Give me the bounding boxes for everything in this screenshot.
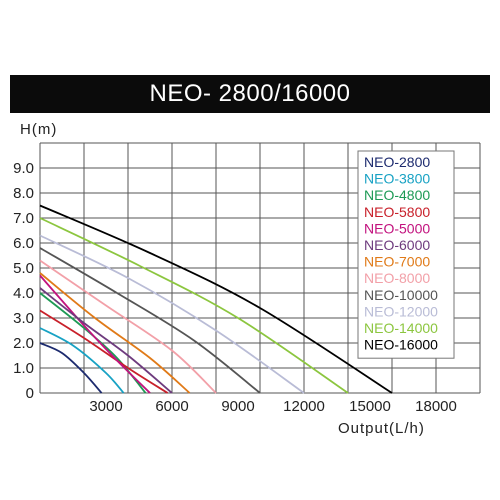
x-axis-label: Output(L/h) [338, 420, 425, 437]
x-tick-label: 9000 [221, 398, 254, 415]
x-tick-label: 12000 [283, 398, 325, 415]
y-tick-label: 7.0 [13, 210, 34, 227]
legend-item-neo-8000: NEO-8000 [364, 270, 430, 286]
y-tick-label: 1.0 [13, 360, 34, 377]
x-tick-label: 15000 [349, 398, 391, 415]
series-line-neo-12000 [39, 234, 305, 394]
curves [39, 204, 393, 394]
y-tick-label: 6.0 [13, 235, 34, 252]
y-tick-label: 0 [26, 385, 34, 402]
y-tick-label: 3.0 [13, 310, 34, 327]
x-tick-label: 3000 [89, 398, 122, 415]
series-line-neo-14000 [39, 217, 349, 394]
series-line-neo-5000 [39, 274, 151, 394]
legend-item-neo-5000: NEO-5000 [364, 220, 430, 236]
legend-item-neo-12000: NEO-12000 [364, 303, 438, 319]
series-line-neo-16000 [39, 204, 393, 394]
legend-item-neo-14000: NEO-14000 [364, 320, 438, 336]
legend: NEO-2800NEO-3800NEO-4800NEO-5800NEO-5000… [357, 150, 455, 359]
y-tick-label: 2.0 [13, 335, 34, 352]
y-tick-label: 4.0 [13, 285, 34, 302]
y-tick-label: 8.0 [13, 185, 34, 202]
legend-item-neo-2800: NEO-2800 [364, 154, 430, 170]
legend-item-neo-10000: NEO-10000 [364, 287, 438, 303]
legend-box [357, 150, 455, 359]
legend-item-neo-6000: NEO-6000 [364, 237, 430, 253]
series-line-neo-8000 [39, 259, 217, 394]
series-line-neo-3800 [39, 327, 125, 394]
chart-title: NEO- 2800/16000 [10, 75, 490, 113]
x-tick-label: 18000 [415, 398, 457, 415]
tick-labels: 0 1.0 2.0 3.0 4.0 5.0 6.0 7.0 8.0 9.0 3000 6000 9000… [13, 160, 457, 415]
legend-item-neo-16000: NEO-16000 [364, 337, 438, 353]
series-line-neo-6000 [39, 287, 173, 394]
series-line-neo-5800 [39, 309, 169, 394]
legend-item-neo-4800: NEO-4800 [364, 187, 430, 203]
legend-item-neo-7000: NEO-7000 [364, 254, 430, 270]
y-axis-label: H(m) [20, 121, 57, 138]
series-line-neo-2800 [39, 342, 103, 394]
legend-item-neo-3800: NEO-3800 [364, 171, 430, 187]
legend-item-neo-5800: NEO-5800 [364, 204, 430, 220]
x-tick-label: 6000 [155, 398, 188, 415]
series-line-neo-10000 [39, 247, 261, 394]
y-tick-label: 9.0 [13, 160, 34, 177]
y-tick-label: 5.0 [13, 260, 34, 277]
series-line-neo-7000 [39, 272, 191, 394]
